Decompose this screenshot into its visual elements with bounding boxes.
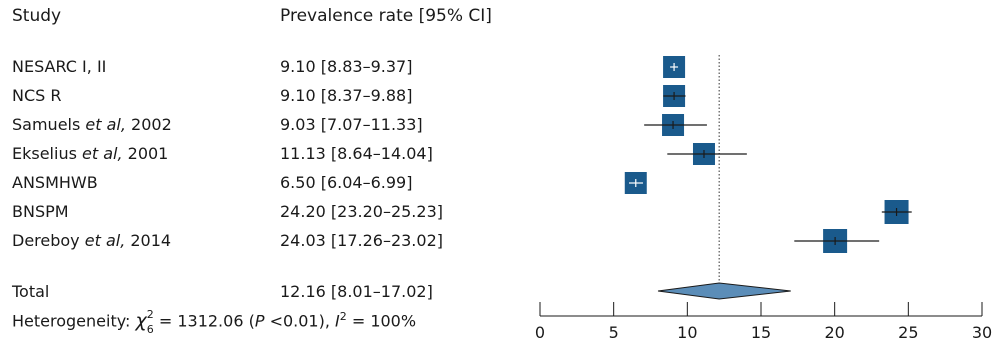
total-rate: 12.16 [8.01–17.02] (280, 282, 433, 301)
study-rate: 24.20 [23.20–25.23] (280, 202, 443, 221)
study-rate: 9.03 [7.07–11.33] (280, 115, 423, 134)
study-name: NCS R (12, 86, 62, 105)
study-rate: 9.10 [8.37–9.88] (280, 86, 413, 105)
study-name: Samuels et al, 2002 (12, 115, 172, 134)
study-name: BNSPM (12, 202, 69, 221)
study-name: ANSMHWB (12, 173, 98, 192)
study-name: Ekselius et al, 2001 (12, 144, 169, 163)
total-label: Total (12, 282, 50, 301)
rate-column-header: Prevalence rate [95% CI] (280, 6, 492, 26)
heterogeneity-stat: Heterogeneity: χ26 = 1312.06 (P <0.01), … (12, 308, 417, 336)
study-column-header: Study (12, 6, 62, 26)
x-tick-label: 5 (609, 323, 619, 342)
x-tick-label: 20 (824, 323, 844, 342)
study-name: Dereboy et al, 2014 (12, 231, 172, 250)
x-tick-label: 10 (677, 323, 697, 342)
x-tick-label: 25 (898, 323, 918, 342)
study-rate: 6.50 [6.04–6.99] (280, 173, 413, 192)
study-rate: 9.10 [8.83–9.37] (280, 57, 413, 76)
study-rate: 24.03 [17.26–23.02] (280, 231, 443, 250)
x-tick-label: 15 (751, 323, 771, 342)
study-rate: 11.13 [8.64–14.04] (280, 144, 433, 163)
x-tick-label: 0 (535, 323, 545, 342)
total-diamond (657, 282, 791, 300)
x-tick-label: 30 (972, 323, 992, 342)
study-name: NESARC I, II (12, 57, 107, 76)
